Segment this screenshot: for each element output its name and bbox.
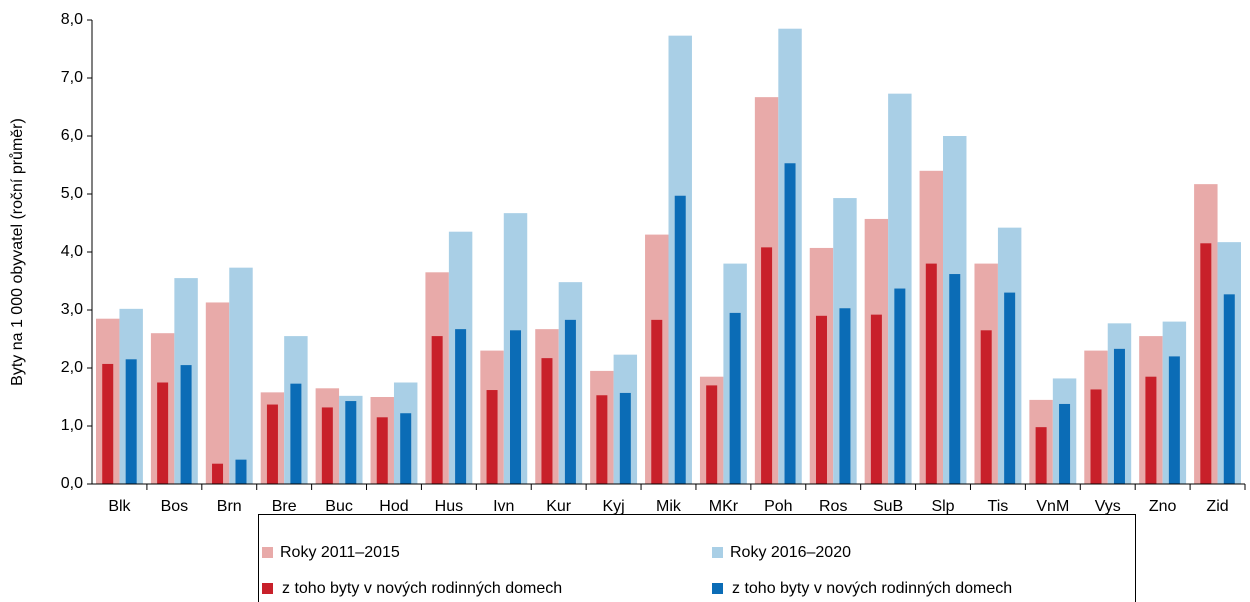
- x-tick-label: Blk: [108, 498, 131, 515]
- y-tick-label: 4,0: [61, 243, 83, 260]
- bar: [784, 163, 796, 484]
- bar: [1035, 427, 1047, 484]
- bar: [455, 329, 467, 484]
- bar: [125, 359, 137, 484]
- x-tick-label: SuB: [873, 498, 903, 515]
- bar: [235, 459, 247, 484]
- y-axis-label: Byty na 1 000 obyvatel (roční průměr): [8, 118, 26, 386]
- bar: [729, 312, 741, 484]
- bar: [870, 314, 882, 484]
- legend-label: z toho byty v nových rodinných domech: [282, 580, 562, 597]
- bar: [564, 319, 576, 484]
- y-tick-label: 1,0: [61, 417, 83, 434]
- bar: [761, 247, 773, 484]
- bar: [925, 263, 937, 484]
- x-tick-label: VnM: [1036, 498, 1069, 515]
- y-tick-label: 6,0: [61, 127, 83, 144]
- x-tick-label: Hus: [435, 498, 463, 515]
- bar: [980, 330, 992, 484]
- legend-swatch: [712, 547, 723, 558]
- bar: [157, 382, 169, 484]
- bar: [229, 267, 253, 484]
- bar: [651, 319, 663, 484]
- bar: [212, 463, 224, 484]
- bar: [596, 395, 608, 484]
- bar: [266, 404, 278, 484]
- bar: [486, 390, 498, 484]
- bar: [839, 308, 851, 484]
- bar: [1090, 389, 1102, 484]
- bar: [180, 365, 192, 484]
- legend-label: z toho byty v nových rodinných domech: [732, 580, 1012, 597]
- bar: [619, 392, 631, 484]
- x-tick-label: Bos: [161, 498, 189, 515]
- x-tick-label: Buc: [325, 498, 353, 515]
- bar: [1168, 356, 1180, 484]
- y-tick-label: 2,0: [61, 359, 83, 376]
- legend-swatch: [262, 547, 273, 558]
- x-tick-label: Poh: [764, 498, 792, 515]
- bar: [894, 288, 906, 484]
- bar: [674, 195, 686, 485]
- bar: [1004, 292, 1016, 484]
- legend-swatch: [262, 583, 273, 594]
- x-tick-label: MKr: [709, 498, 739, 515]
- y-tick-label: 0,0: [61, 475, 83, 492]
- x-tick-label: Slp: [931, 498, 954, 515]
- legend-swatch: [712, 583, 723, 594]
- bar: [706, 385, 718, 484]
- x-tick-label: Ros: [819, 498, 847, 515]
- bar: [949, 274, 961, 484]
- y-tick-label: 3,0: [61, 301, 83, 318]
- bar: [345, 401, 357, 484]
- x-tick-label: Bre: [272, 498, 297, 515]
- x-tick-label: Kur: [546, 498, 572, 515]
- legend-label: Roky 2016–2020: [730, 544, 851, 561]
- bar: [376, 417, 388, 484]
- x-tick-label: Brn: [217, 498, 242, 515]
- x-tick-label: Vys: [1095, 498, 1121, 515]
- y-tick-label: 5,0: [61, 185, 83, 202]
- legend-label: Roky 2011–2015: [280, 544, 400, 561]
- x-tick-label: Tis: [988, 498, 1009, 515]
- bar: [102, 363, 114, 484]
- y-tick-label: 8,0: [61, 11, 83, 28]
- bar: [400, 413, 412, 484]
- bar: [815, 315, 827, 484]
- bar: [1059, 403, 1071, 484]
- x-tick-label: Zid: [1206, 498, 1228, 515]
- bar: [290, 383, 302, 484]
- bar: [541, 358, 553, 484]
- x-tick-label: Hod: [379, 498, 408, 515]
- bar: [510, 330, 522, 484]
- x-tick-label: Mik: [656, 498, 682, 515]
- legend-box: [258, 514, 1136, 602]
- bar: [1200, 243, 1212, 484]
- bar: [431, 336, 443, 484]
- x-tick-label: Ivn: [493, 498, 514, 515]
- x-tick-label: Zno: [1149, 498, 1177, 515]
- bar: [1223, 294, 1235, 484]
- y-tick-label: 7,0: [61, 69, 83, 86]
- bar: [205, 302, 230, 484]
- bar: [321, 407, 333, 484]
- bar: [1145, 376, 1157, 484]
- bar: [1113, 348, 1125, 484]
- x-tick-label: Kyj: [602, 498, 624, 515]
